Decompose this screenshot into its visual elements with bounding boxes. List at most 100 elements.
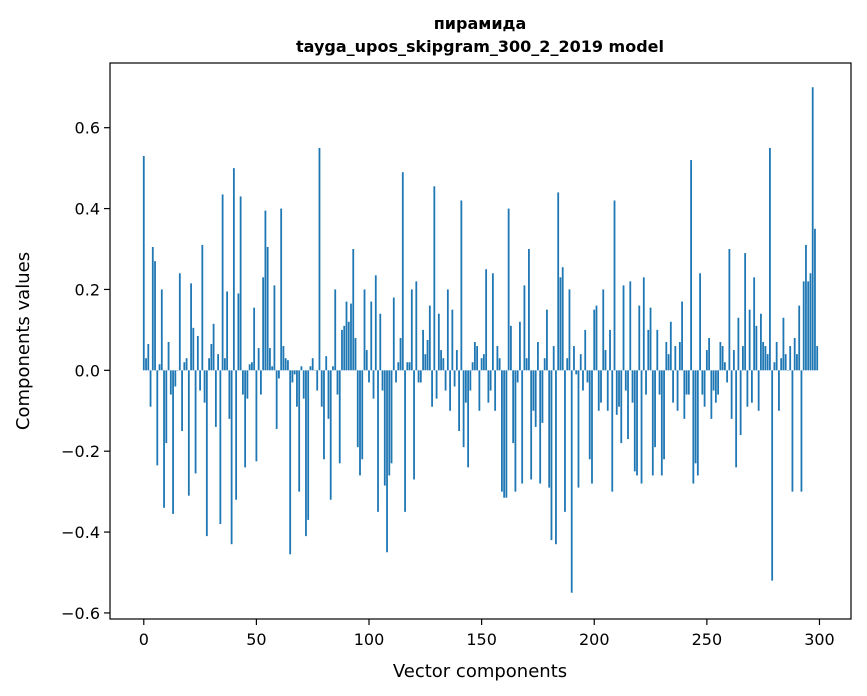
bar-269 <box>748 309 751 371</box>
bar-280 <box>773 362 776 371</box>
bar-160 <box>503 370 506 498</box>
bar-81 <box>325 356 328 371</box>
bar-287 <box>789 346 792 371</box>
bar-33 <box>217 354 220 371</box>
bar-119 <box>410 289 413 371</box>
y-tick-label: −0.6 <box>61 604 100 623</box>
bar-11 <box>167 342 170 371</box>
bar-216 <box>629 281 632 371</box>
bar-278 <box>769 147 771 371</box>
bar-143 <box>464 370 467 403</box>
bar-139 <box>455 350 458 371</box>
bar-104 <box>377 370 379 512</box>
bar-238 <box>678 342 681 371</box>
bar-115 <box>401 172 404 371</box>
bar-252 <box>710 370 713 419</box>
bar-101 <box>370 301 373 371</box>
bar-86 <box>336 370 339 395</box>
bar-69 <box>298 370 301 492</box>
bar-232 <box>665 342 668 371</box>
bar-150 <box>480 358 483 371</box>
bar-52 <box>260 370 262 395</box>
bar-184 <box>557 192 560 371</box>
bar-27 <box>203 370 206 403</box>
bar-235 <box>672 370 674 403</box>
x-tick-label: 250 <box>692 630 723 649</box>
bar-60 <box>278 370 280 379</box>
bar-224 <box>647 329 650 371</box>
bar-233 <box>667 354 670 371</box>
bar-71 <box>302 370 305 399</box>
bar-102 <box>372 370 375 399</box>
bar-105 <box>379 313 382 371</box>
y-axis: −0.6 −0.4 −0.2 0.0 0.2 0.4 0.6 <box>61 119 110 623</box>
y-tick-label: 0.6 <box>75 119 100 138</box>
bar-26 <box>201 244 204 371</box>
bar-89 <box>343 325 346 371</box>
bar-118 <box>408 362 411 371</box>
bar-163 <box>510 325 512 371</box>
bar-223 <box>645 370 647 395</box>
bar-222 <box>642 277 645 371</box>
bar-80 <box>323 370 325 460</box>
bar-6 <box>156 370 159 466</box>
bar-270 <box>751 370 753 403</box>
bar-99 <box>365 350 368 371</box>
bar-172 <box>530 370 533 480</box>
bar-48 <box>250 362 253 371</box>
bar-109 <box>388 370 391 476</box>
bar-282 <box>778 370 780 411</box>
bar-29 <box>208 358 210 371</box>
bar-37 <box>226 291 229 371</box>
bar-291 <box>798 305 801 371</box>
bar-284 <box>782 317 785 371</box>
bar-51 <box>257 348 260 371</box>
bar-56 <box>269 348 271 371</box>
bar-131 <box>437 313 440 371</box>
bar-279 <box>771 370 774 581</box>
bar-170 <box>525 358 528 371</box>
bar-50 <box>255 370 258 462</box>
bar-0 <box>142 156 145 371</box>
bar-142 <box>462 370 465 448</box>
bar-182 <box>552 346 555 371</box>
bar-64 <box>287 360 289 371</box>
bar-285 <box>784 354 787 371</box>
bar-151 <box>482 354 485 371</box>
bar-207 <box>609 329 611 371</box>
y-tick-label: −0.2 <box>61 442 100 461</box>
bar-162 <box>507 208 510 371</box>
bar-261 <box>730 370 733 419</box>
bar-19 <box>185 358 188 371</box>
bar-250 <box>705 350 708 371</box>
bar-236 <box>674 346 677 371</box>
bar-267 <box>744 253 747 371</box>
bar-167 <box>519 321 521 371</box>
bar-88 <box>341 329 343 371</box>
bar-114 <box>399 337 402 371</box>
bar-259 <box>726 370 729 383</box>
bar-57 <box>271 366 274 371</box>
bar-274 <box>760 313 762 371</box>
bar-121 <box>415 281 418 371</box>
bar-30 <box>210 344 213 371</box>
bar-257 <box>721 346 724 371</box>
bar-146 <box>471 362 474 371</box>
bar-258 <box>723 362 726 371</box>
bar-254 <box>714 370 717 403</box>
bar-62 <box>282 346 285 371</box>
bar-132 <box>440 350 442 371</box>
bar-113 <box>397 362 400 371</box>
bar-158 <box>498 358 501 371</box>
bar-10 <box>165 370 168 444</box>
y-tick-label: −0.4 <box>61 523 100 542</box>
bar-260 <box>728 249 731 371</box>
bar-12 <box>169 370 172 395</box>
bar-195 <box>582 370 584 391</box>
bar-95 <box>356 370 359 448</box>
bar-202 <box>597 370 600 411</box>
x-tick-label: 150 <box>466 630 497 649</box>
bar-181 <box>550 370 553 541</box>
bar-1 <box>145 358 147 371</box>
bar-179 <box>546 309 548 371</box>
